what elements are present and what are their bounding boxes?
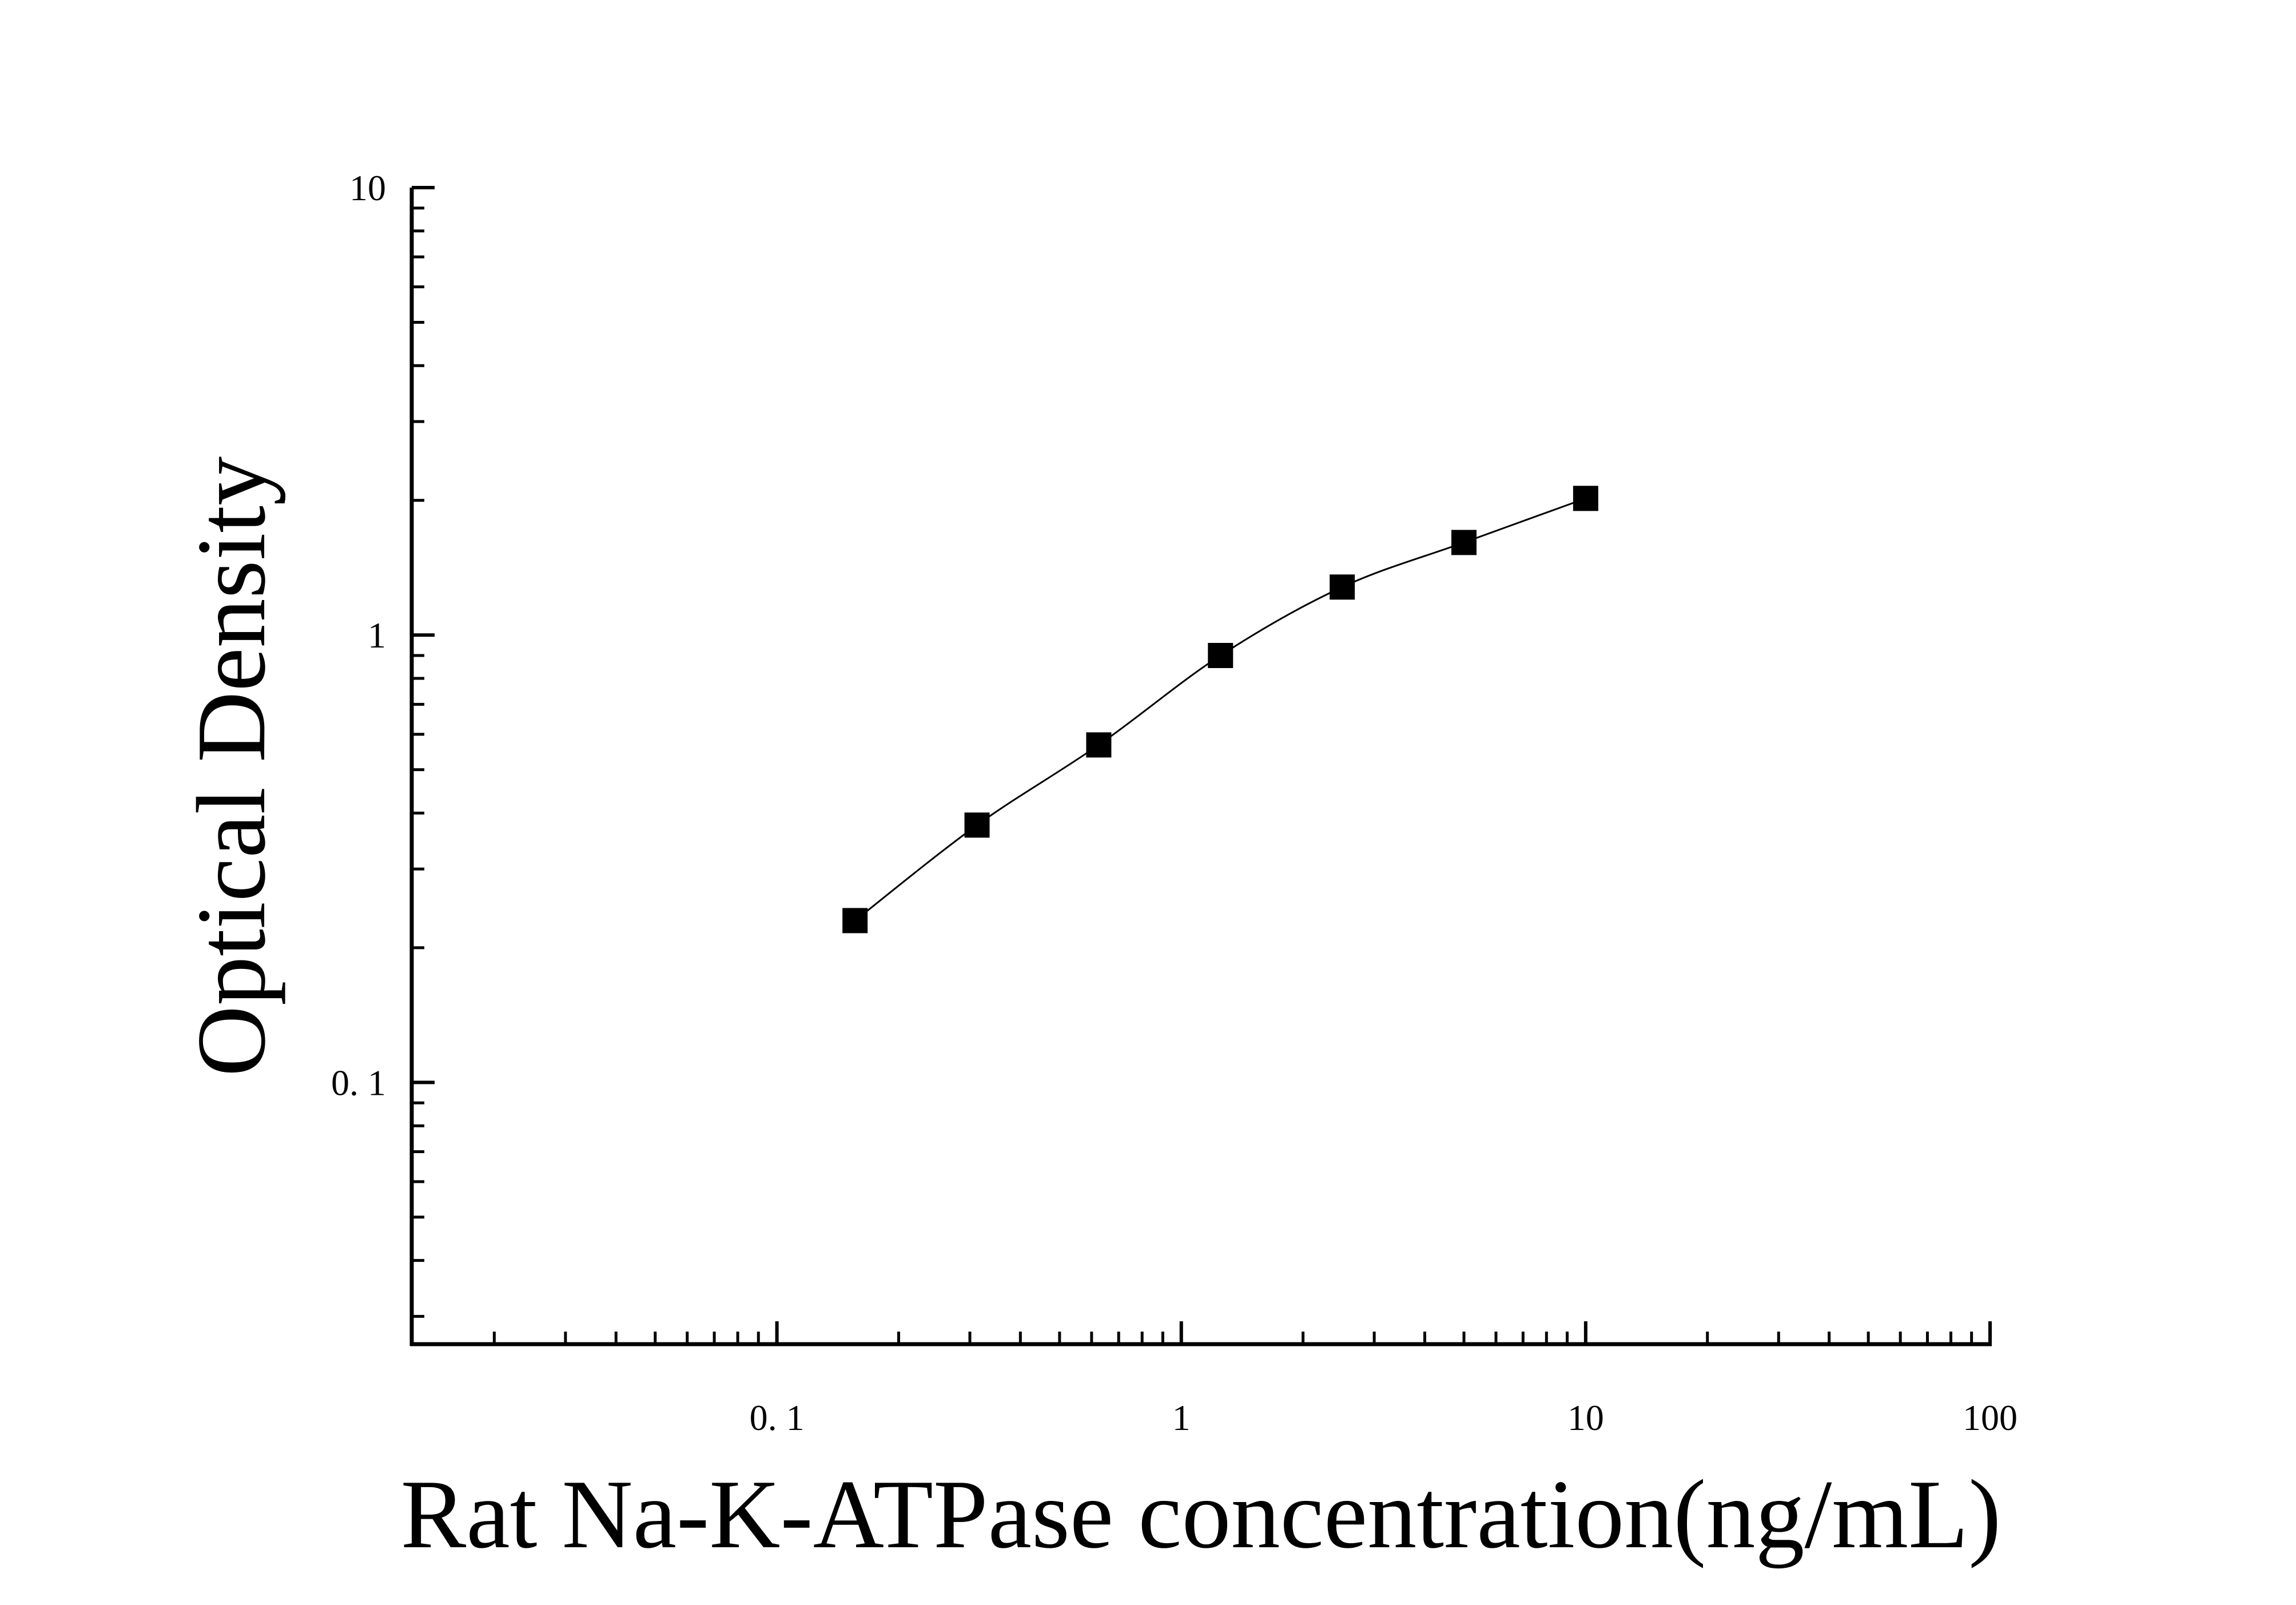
data-point: [1573, 486, 1598, 511]
major-ticks: [412, 186, 1992, 1344]
y-axis-title: Optical Density: [177, 456, 286, 1076]
x-tick-labels: 0. 1 1 10 100: [750, 1397, 2018, 1438]
x-tick-label: 1: [1172, 1397, 1191, 1438]
data-point: [1330, 574, 1355, 600]
x-tick-label: 0. 1: [750, 1397, 805, 1438]
y-tick-labels: 0. 1 1 10: [331, 168, 386, 1103]
data-point: [1208, 642, 1233, 668]
data-point: [964, 812, 990, 838]
data-point: [1451, 530, 1477, 555]
x-tick-label: 10: [1567, 1397, 1604, 1438]
data-points: [842, 486, 1598, 933]
minor-ticks: [412, 206, 1973, 1344]
y-tick-label: 10: [349, 168, 386, 208]
x-axis-title: Rat Na-K-ATPase concentration(ng/mL): [401, 1460, 2001, 1569]
y-tick-label: 0. 1: [331, 1062, 386, 1103]
data-point: [842, 908, 868, 933]
y-tick-label: 1: [368, 615, 386, 655]
data-point: [1086, 732, 1112, 758]
x-tick-label: 100: [1963, 1397, 2018, 1438]
